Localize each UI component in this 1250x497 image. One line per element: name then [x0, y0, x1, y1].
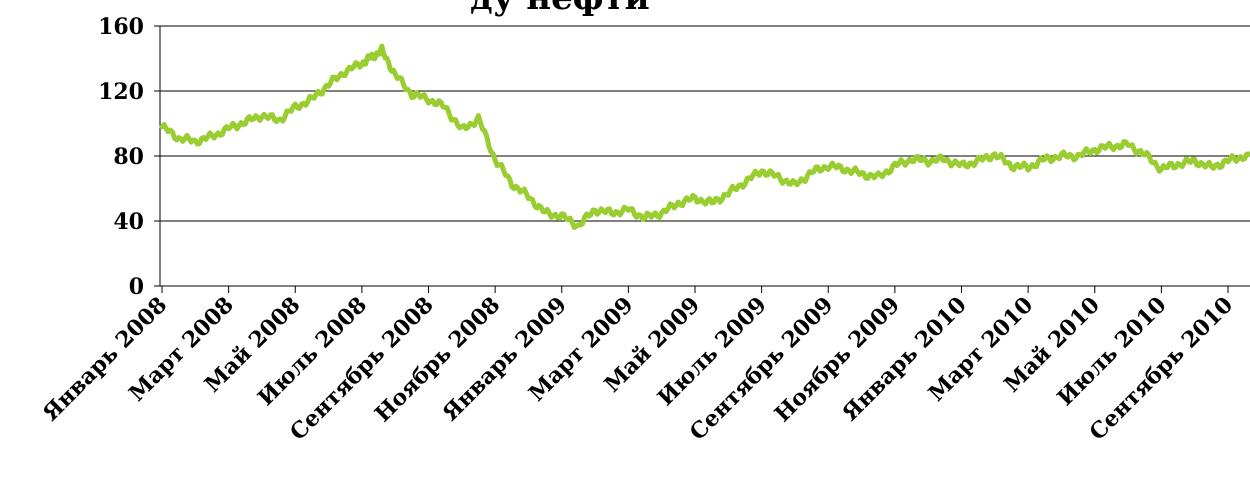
y-tick-label: 160 — [98, 14, 144, 40]
axes — [154, 25, 1250, 293]
y-tick-labels: 0 40 80 120 160 — [98, 14, 144, 300]
y-tick-label: 40 — [113, 209, 144, 235]
series-layer — [159, 43, 1250, 230]
y-tick-label: 80 — [113, 144, 144, 170]
series-line — [159, 43, 1250, 230]
y-tick-label: 0 — [129, 274, 144, 300]
chart-title: ду нефти — [470, 0, 650, 18]
y-tick-label: 120 — [98, 79, 144, 105]
gridlines — [160, 25, 1250, 222]
